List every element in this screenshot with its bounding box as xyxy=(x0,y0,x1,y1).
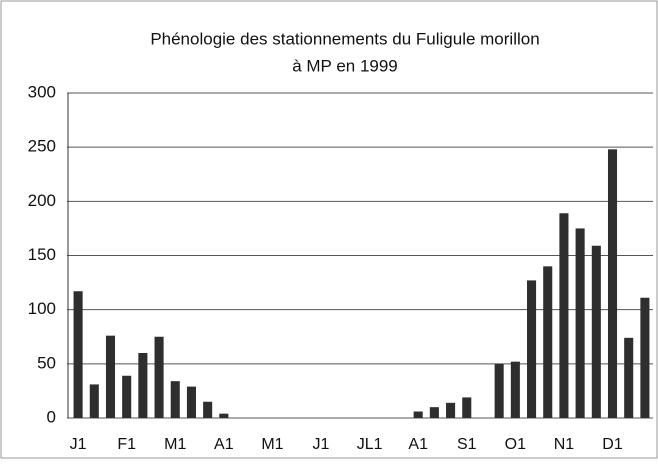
bar xyxy=(640,297,650,418)
x-tick-label: O1 xyxy=(505,436,526,453)
x-tick-label: D1 xyxy=(602,436,623,453)
bar xyxy=(591,245,601,418)
x-tick-label: M1 xyxy=(261,436,283,453)
x-tick-label: JL1 xyxy=(357,436,383,453)
y-tick-label: 50 xyxy=(37,353,56,372)
x-tick-label: N1 xyxy=(554,436,575,453)
chart-title: à MP en 1999 xyxy=(292,56,398,75)
bar xyxy=(186,386,196,418)
bar xyxy=(170,381,180,418)
bar xyxy=(575,228,585,418)
bar xyxy=(138,353,148,418)
y-tick-label: 200 xyxy=(28,191,56,210)
bar xyxy=(494,363,504,418)
bar xyxy=(219,413,229,418)
x-tick-label: A1 xyxy=(408,436,428,453)
x-tick-label: A1 xyxy=(214,436,234,453)
bar xyxy=(122,375,132,418)
bar xyxy=(543,266,553,418)
bar xyxy=(203,401,213,418)
y-tick-label: 150 xyxy=(28,245,56,264)
y-tick-label: 300 xyxy=(28,82,56,101)
x-tick-label: M1 xyxy=(164,436,186,453)
x-tick-label: J1 xyxy=(313,436,330,453)
bar xyxy=(429,407,439,418)
bar xyxy=(624,337,634,418)
bar xyxy=(105,335,116,418)
x-tick-label: S1 xyxy=(457,436,477,453)
bar xyxy=(154,336,164,418)
x-tick-label: F1 xyxy=(117,436,136,453)
bar xyxy=(89,384,99,418)
bar xyxy=(607,149,618,419)
bar xyxy=(510,361,520,418)
y-tick-label: 250 xyxy=(28,137,56,156)
chart-title: Phénologie des stationnements du Fuligul… xyxy=(150,29,539,48)
x-tick-label: J1 xyxy=(70,436,87,453)
bar xyxy=(413,411,423,418)
bar xyxy=(527,280,537,418)
bar xyxy=(446,402,456,418)
bar xyxy=(462,397,472,418)
y-tick-label: 0 xyxy=(47,407,56,426)
bar xyxy=(559,213,569,418)
bar xyxy=(73,291,83,418)
y-tick-label: 100 xyxy=(28,299,56,318)
